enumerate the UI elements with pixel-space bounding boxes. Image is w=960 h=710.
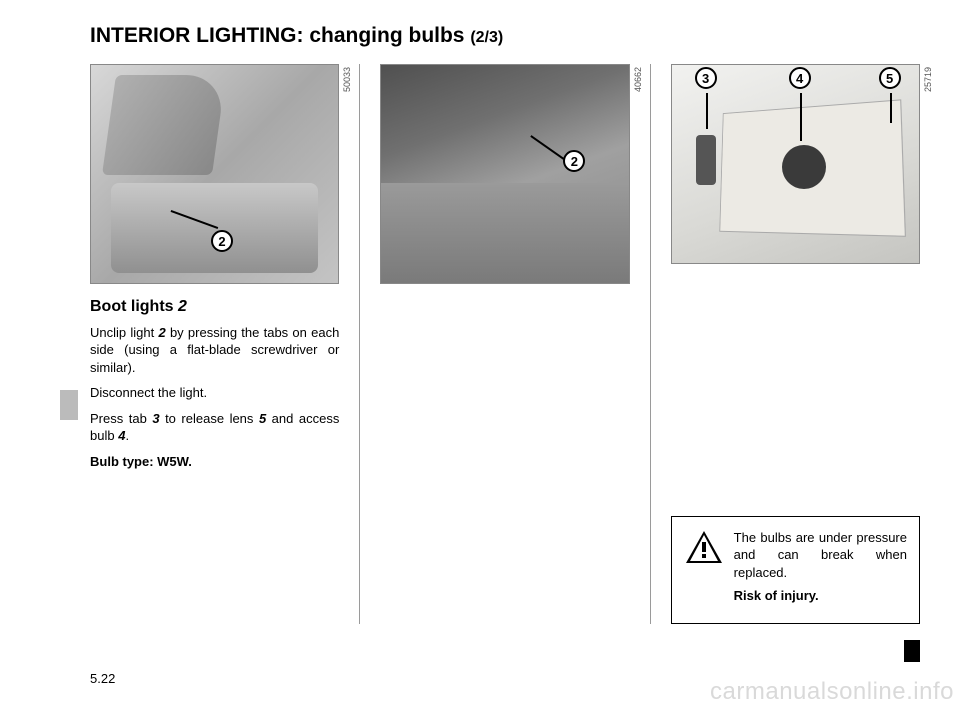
watermark: carmanualsonline.info: [710, 678, 954, 706]
floor-shape: [381, 183, 628, 283]
clip-shape: [696, 135, 716, 185]
ref-num: 3: [152, 411, 159, 426]
callout-number: 2: [211, 230, 233, 252]
warning-icon: [684, 529, 724, 565]
callout-line: [706, 93, 708, 129]
photo-id: 25719: [923, 67, 933, 92]
title-main: INTERIOR LIGHTING: changing bulbs: [90, 24, 464, 47]
manual-page: INTERIOR LIGHTING: changing bulbs (2/3) …: [0, 0, 960, 710]
figure-boot-tailgate: 2 50033: [90, 64, 339, 284]
warning-box: The bulbs are under pressure and can bre…: [671, 516, 920, 624]
callout-number: 3: [695, 67, 717, 89]
page-number: 5.22: [90, 671, 115, 686]
photo-id: 50033: [342, 67, 352, 92]
callout-line: [890, 93, 892, 123]
column-1: 2 50033 Boot lights 2 Unclip light 2 by …: [90, 64, 339, 624]
column-2: 2 40662: [380, 64, 629, 624]
paragraph: Disconnect the light.: [90, 384, 339, 402]
warning-text: The bulbs are under pressure and can bre…: [734, 529, 907, 611]
column-divider: [359, 64, 360, 624]
ref-num: 2: [158, 325, 165, 340]
bulb-type: Bulb type: W5W.: [90, 453, 339, 471]
edge-marker: [904, 640, 920, 662]
section-heading: Boot lights 2: [90, 296, 339, 318]
callout-number: 4: [789, 67, 811, 89]
column-divider: [650, 64, 651, 624]
section-tab-marker: [60, 390, 78, 420]
bulb-disc-shape: [782, 145, 826, 189]
figure-light-housing: 3 4 5 25719: [671, 64, 920, 264]
figure-boot-interior: 2 40662: [380, 64, 629, 284]
paragraph: Press tab 3 to release lens 5 and access…: [90, 410, 339, 445]
warning-line-bold: Risk of injury.: [734, 587, 907, 605]
photo-id: 40662: [633, 67, 643, 92]
body-text: Boot lights 2 Unclip light 2 by pressing…: [90, 296, 339, 478]
tailgate-shape: [102, 75, 226, 175]
callout-number: 5: [879, 67, 901, 89]
warning-line: The bulbs are under pressure and can bre…: [734, 529, 907, 582]
title-sub: (2/3): [470, 29, 503, 46]
columns: 2 50033 Boot lights 2 Unclip light 2 by …: [90, 64, 920, 624]
heading-text: Boot lights: [90, 298, 174, 315]
page-title: INTERIOR LIGHTING: changing bulbs (2/3): [90, 24, 920, 48]
column-3: 3 4 5 25719 The bulbs are under pressure…: [671, 64, 920, 624]
heading-ref-num: 2: [178, 298, 187, 315]
bumper-shape: [111, 183, 318, 273]
paragraph: Unclip light 2 by pressing the tabs on e…: [90, 324, 339, 377]
callout-line: [800, 93, 802, 141]
